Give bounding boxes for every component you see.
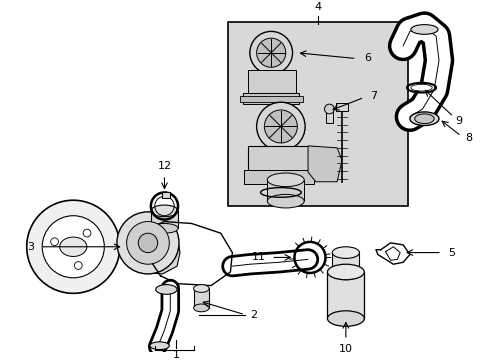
Bar [335, 103, 347, 111]
Circle shape [117, 212, 179, 274]
Ellipse shape [332, 247, 359, 258]
Text: 11: 11 [251, 252, 265, 262]
Circle shape [324, 104, 334, 114]
Ellipse shape [151, 224, 178, 233]
Ellipse shape [151, 205, 178, 217]
Bar [247, 70, 296, 97]
Ellipse shape [60, 237, 87, 256]
Bar [240, 96, 303, 102]
Text: 12: 12 [157, 161, 171, 171]
Ellipse shape [332, 268, 359, 280]
Circle shape [51, 238, 58, 246]
Circle shape [249, 31, 292, 74]
Text: 4: 4 [313, 2, 321, 12]
Text: 6: 6 [364, 53, 370, 63]
Circle shape [126, 221, 169, 264]
Bar [325, 109, 333, 123]
Circle shape [138, 233, 157, 253]
Ellipse shape [327, 264, 364, 280]
Bar [327, 272, 364, 319]
Circle shape [74, 262, 82, 269]
Bar [267, 180, 304, 201]
Circle shape [42, 216, 104, 278]
Bar [161, 193, 170, 198]
Ellipse shape [150, 342, 169, 350]
Ellipse shape [409, 112, 438, 126]
Text: 3: 3 [27, 242, 34, 252]
Ellipse shape [193, 285, 209, 292]
Polygon shape [307, 146, 341, 182]
Text: 1: 1 [172, 350, 179, 360]
Ellipse shape [414, 114, 433, 123]
Ellipse shape [410, 24, 437, 34]
Text: 9: 9 [454, 116, 462, 126]
Bar [243, 93, 299, 104]
Ellipse shape [267, 194, 304, 208]
Polygon shape [122, 221, 180, 274]
Circle shape [256, 102, 305, 151]
Bar [244, 170, 313, 184]
Bar [247, 146, 313, 175]
Bar [151, 211, 178, 228]
Circle shape [27, 200, 120, 293]
Circle shape [83, 229, 91, 237]
Ellipse shape [193, 304, 209, 312]
Text: 2: 2 [249, 310, 256, 320]
Circle shape [256, 38, 285, 67]
Text: 5: 5 [447, 248, 454, 258]
Text: 8: 8 [464, 133, 471, 143]
Ellipse shape [155, 285, 177, 294]
Bar [332, 253, 359, 274]
Circle shape [264, 110, 297, 143]
Text: 7: 7 [369, 91, 376, 102]
Ellipse shape [327, 311, 364, 326]
Ellipse shape [410, 84, 431, 91]
Bar [228, 22, 407, 206]
Ellipse shape [267, 173, 304, 186]
Bar [193, 288, 209, 308]
Text: 10: 10 [338, 344, 352, 354]
